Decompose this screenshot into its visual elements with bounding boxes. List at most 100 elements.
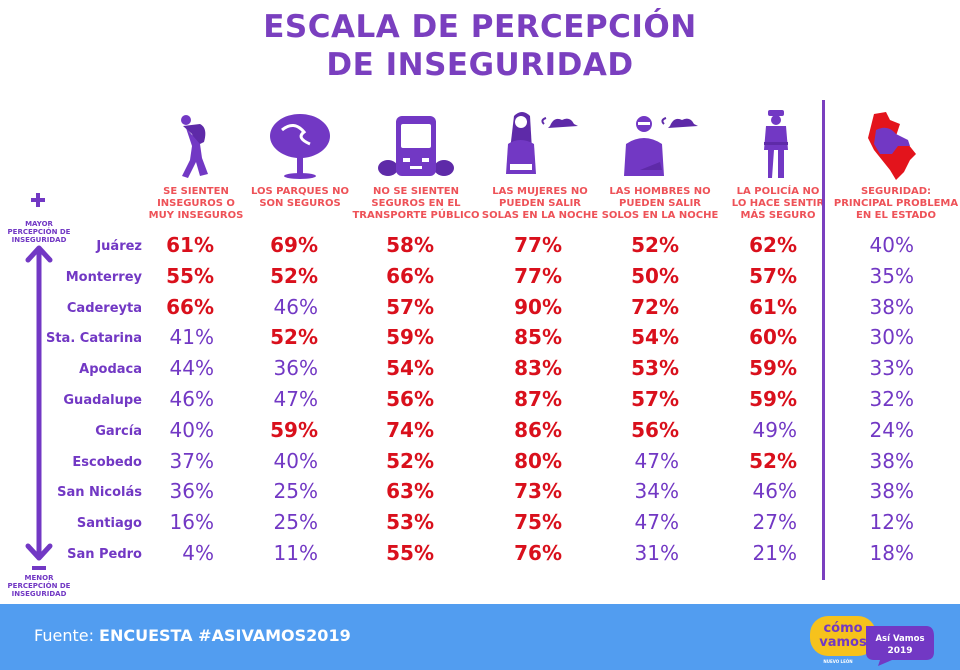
double-arrow-icon — [25, 245, 53, 561]
table-cell: 52% — [386, 448, 434, 473]
scale-bottom-label: MENOR PERCEPCIÓN DE INSEGURIDAD — [7, 574, 71, 598]
table-cell: 30% — [869, 325, 914, 350]
table-cell: 21% — [752, 541, 797, 565]
table-cell: 25% — [273, 510, 318, 535]
title-line-2: DE INSEGURIDAD — [326, 47, 634, 83]
table-cell: 86% — [514, 417, 562, 442]
table-cell: 61% — [166, 233, 214, 257]
row-label: Santiago — [76, 516, 142, 532]
plus-icon — [31, 193, 45, 207]
table-cell: 85% — [514, 325, 562, 350]
table-cell: 57% — [631, 387, 679, 411]
column-divider — [822, 100, 825, 580]
table-cell: 52% — [631, 233, 679, 257]
table-cell: 40% — [273, 448, 318, 473]
table-cell: 55% — [386, 541, 434, 565]
column-header-policia: LA POLICÍA NO LO HACE SENTIR MÁS SEGURO — [731, 186, 825, 221]
logo-brand-sub: NUEVO LEÓN — [823, 659, 852, 664]
table-cell: 11% — [273, 541, 318, 565]
table-cell: 62% — [749, 233, 797, 257]
table-cell: 53% — [386, 510, 434, 535]
table-cell: 49% — [752, 417, 797, 442]
table-cell: 58% — [386, 233, 434, 257]
table-cell: 77% — [514, 263, 562, 288]
table-cell: 57% — [749, 263, 797, 288]
row-label: Monterrey — [65, 269, 142, 285]
table-cell: 60% — [749, 325, 797, 350]
table-cell: 38% — [869, 479, 914, 504]
table-cell: 59% — [270, 417, 318, 442]
table-cell: 37% — [169, 448, 214, 473]
como-vamos-logo: cómo vamos NUEVO LEÓN Así Vamos 2019 — [810, 616, 934, 666]
table-cell: 34% — [634, 479, 679, 504]
man-night-icon — [624, 116, 698, 176]
table-cell: 61% — [749, 294, 797, 319]
source-name: ENCUESTA #ASIVAMOS2019 — [99, 626, 351, 645]
table-cell: 12% — [869, 510, 914, 535]
state-map-icon — [868, 112, 916, 180]
table-cell: 44% — [169, 356, 214, 381]
table-cell: 52% — [749, 448, 797, 473]
table-cell: 36% — [169, 479, 214, 504]
row-label: Apodaca — [79, 362, 142, 378]
table-cell: 16% — [169, 510, 214, 535]
table-cell: 59% — [749, 387, 797, 411]
table-cell: 52% — [270, 325, 318, 350]
row-label: Guadalupe — [63, 393, 142, 408]
table-cell: 33% — [869, 356, 914, 381]
table-cell: 77% — [514, 233, 562, 257]
column-header-parques: LOS PARQUES NO SON SEGUROS — [250, 186, 350, 209]
table-cell: 56% — [631, 417, 679, 442]
table-cell: 53% — [631, 356, 679, 381]
table-cell: 57% — [386, 294, 434, 319]
table-cell: 63% — [386, 479, 434, 504]
table-cell: 87% — [514, 387, 562, 411]
title-line-1: ESCALA DE PERCEPCIÓN — [263, 9, 697, 45]
table-cell: 31% — [634, 541, 679, 565]
table-cell: 76% — [514, 541, 562, 565]
table-cell: 52% — [270, 263, 318, 288]
source-note: Fuente: ENCUESTA #ASIVAMOS2019 — [34, 626, 351, 645]
table-cell: 32% — [869, 387, 914, 411]
row-label: Juárez — [96, 239, 142, 254]
logo-brand-line1: cómo — [823, 621, 862, 636]
table-cell: 66% — [386, 263, 434, 288]
table-cell: 66% — [166, 294, 214, 319]
column-header-hombres: LAS HOMBRES NO PUEDEN SALIR SOLOS EN LA … — [601, 186, 719, 221]
table-cell: 73% — [514, 479, 562, 504]
logo-brand-line2: vamos — [819, 635, 867, 650]
column-header-inseguros: SE SIENTEN INSEGUROS O MUY INSEGUROS — [148, 186, 244, 221]
table-cell: 41% — [169, 325, 214, 350]
table-cell: 69% — [270, 233, 318, 257]
table-cell: 46% — [752, 479, 797, 504]
scale-top-label: MAYOR PERCEPCIÓN DE INSEGURIDAD — [7, 220, 71, 244]
table-cell: 4% — [182, 541, 214, 565]
column-header-seguridad: SEGURIDAD: PRINCIPAL PROBLEMA EN EL ESTA… — [833, 186, 959, 221]
column-header-mujeres: LAS MUJERES NO PUEDEN SALIR SOLAS EN LA … — [481, 186, 599, 221]
table-cell: 40% — [869, 233, 914, 257]
table-cell: 18% — [869, 541, 914, 565]
table-cell: 27% — [752, 510, 797, 535]
table-cell: 38% — [869, 448, 914, 473]
minus-icon — [32, 566, 46, 570]
table-cell: 47% — [634, 510, 679, 535]
table-cell: 47% — [273, 387, 318, 411]
table-cell: 75% — [514, 510, 562, 535]
table-cell: 59% — [749, 356, 797, 381]
tree-icon — [270, 114, 330, 179]
table-cell: 74% — [386, 417, 434, 442]
row-label: García — [95, 423, 142, 439]
table-cell: 54% — [631, 325, 679, 350]
row-label: Escobedo — [72, 454, 142, 470]
table-cell: 25% — [273, 479, 318, 504]
table-cell: 46% — [169, 387, 214, 411]
table-cell: 56% — [386, 387, 434, 411]
table-cell: 35% — [869, 263, 914, 288]
bus-icon — [378, 116, 454, 176]
table-cell: 80% — [514, 448, 562, 473]
woman-night-icon — [506, 112, 578, 174]
police-icon — [764, 110, 788, 178]
table-cell: 90% — [514, 294, 562, 319]
infographic-title: ESCALA DE PERCEPCIÓN DE INSEGURIDAD — [0, 8, 960, 84]
row-label: San Nicolás — [57, 485, 142, 501]
